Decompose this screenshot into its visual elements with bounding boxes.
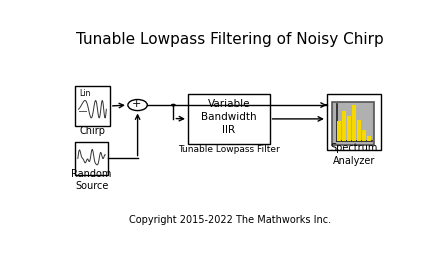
Text: Lin: Lin [79, 89, 90, 98]
Bar [75, 86, 110, 126]
Text: Copyright 2015-2022 The Mathworks Inc.: Copyright 2015-2022 The Mathworks Inc. [129, 215, 331, 225]
Bar [352, 105, 356, 141]
Text: Tunable Lowpass Filter: Tunable Lowpass Filter [178, 145, 280, 154]
Circle shape [171, 104, 176, 106]
Text: Chirp: Chirp [79, 126, 105, 136]
Bar [362, 130, 366, 141]
Text: Random
Source: Random Source [71, 169, 112, 191]
Bar [357, 120, 361, 141]
Bar [334, 103, 372, 144]
Text: +: + [132, 99, 141, 109]
Circle shape [128, 99, 147, 111]
Bar [347, 116, 351, 141]
Bar [342, 111, 346, 141]
Text: Spectrum
Analyzer: Spectrum Analyzer [330, 143, 377, 166]
Bar [367, 136, 371, 141]
Bar [327, 94, 381, 150]
Text: Variable
Bandwidth
IIR: Variable Bandwidth IIR [201, 99, 257, 135]
Bar [332, 102, 374, 145]
Bar [337, 122, 341, 141]
Text: Tunable Lowpass Filtering of Noisy Chirp: Tunable Lowpass Filtering of Noisy Chirp [76, 32, 383, 47]
Bar [188, 94, 270, 144]
Bar [75, 142, 108, 175]
